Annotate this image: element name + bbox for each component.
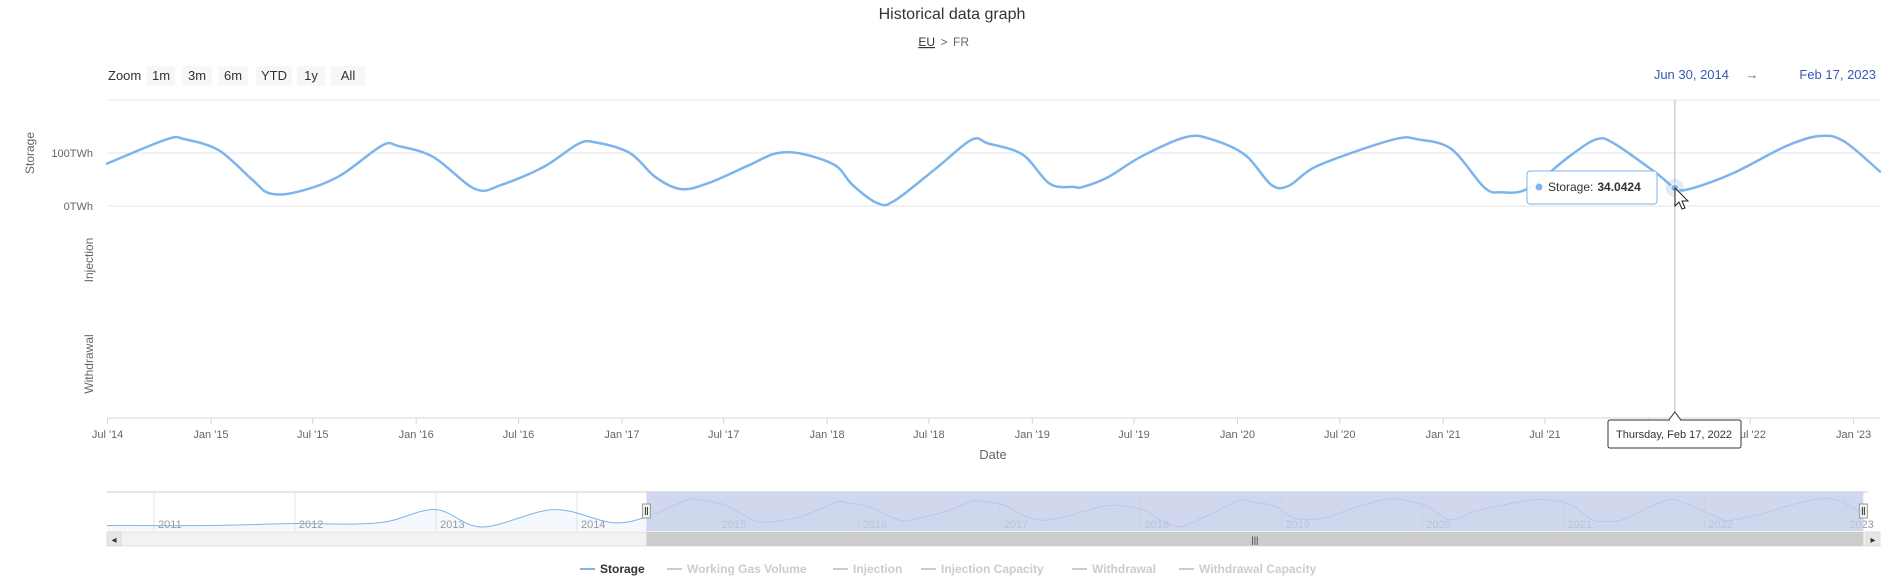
zoom-button-label: All — [341, 68, 356, 83]
navigator-handle-right[interactable] — [1858, 503, 1868, 519]
zoom-button-label: 6m — [224, 68, 242, 83]
legend-item-withdrawal-capacity[interactable]: Withdrawal Capacity — [1179, 562, 1317, 576]
scrollbar-right-button[interactable]: ▸ — [1865, 531, 1881, 547]
scrollbar-thumb[interactable] — [646, 532, 1864, 546]
x-tick-label: Jan '16 — [399, 429, 434, 441]
x-tick-label: Jan '15 — [193, 429, 228, 441]
navigator-year-label: 2013 — [440, 519, 464, 531]
x-tick-label: Jan '23 — [1836, 429, 1871, 441]
x-tick-label: Jul '15 — [297, 429, 328, 441]
x-tick-label: Jul '16 — [503, 429, 534, 441]
zoom-button-label: 1m — [152, 68, 170, 83]
crosshair-date-label: Thursday, Feb 17, 2022 — [1607, 411, 1742, 449]
scroll-left-arrow-icon: ◂ — [111, 535, 116, 546]
zoom-button-label: 3m — [188, 68, 206, 83]
breadcrumb-country: FR — [953, 35, 969, 49]
pane-labels: Storage Injection Withdrawal — [23, 132, 96, 394]
zoom-button-1y[interactable]: 1y — [297, 66, 325, 86]
scroll-right-arrow-icon: ▸ — [1870, 535, 1875, 546]
tooltip-box — [1526, 170, 1658, 205]
date-label-text: Thursday, Feb 17, 2022 — [1616, 429, 1732, 441]
navigator-year-label: 2012 — [299, 519, 323, 531]
zoom-button-label: 1y — [304, 68, 318, 83]
x-tick-label: Jul '18 — [913, 429, 944, 441]
x-tick-label: Jul '17 — [708, 429, 739, 441]
legend-label: Storage — [600, 562, 645, 576]
x-tick-label: Jul '19 — [1118, 429, 1149, 441]
x-tick-label: Jul '21 — [1529, 429, 1560, 441]
breadcrumb-separator: > — [940, 35, 947, 49]
zoom-button-all[interactable]: All — [331, 66, 365, 86]
zoom-button-6m[interactable]: 6m — [218, 66, 248, 86]
legend-label: Injection Capacity — [941, 562, 1044, 576]
zoom-button-1m[interactable]: 1m — [147, 66, 175, 86]
navigator-year-label: 2011 — [158, 519, 182, 531]
legend-item-storage[interactable]: Storage — [580, 562, 645, 576]
y-axis-ticks: 0TWh 100TWh — [51, 148, 93, 213]
x-tick-label: Jan '18 — [810, 429, 845, 441]
scrollbar-left-button[interactable]: ◂ — [106, 531, 122, 547]
pane-label-storage: Storage — [23, 132, 37, 174]
series-layer — [105, 134, 1882, 207]
x-tick-label: Jan '17 — [604, 429, 639, 441]
navigator-selection[interactable] — [646, 492, 1864, 531]
date-label-joint — [1669, 419, 1680, 422]
x-tick-label: Jan '19 — [1015, 429, 1050, 441]
zoom-label: Zoom — [108, 68, 141, 83]
legend-label: Working Gas Volume — [687, 562, 807, 576]
navigator-scrollbar[interactable]: ◂ ▸ ||| — [106, 531, 1881, 547]
legend-item-withdrawal[interactable]: Withdrawal — [1072, 562, 1156, 576]
grid-lines — [107, 99, 1880, 419]
date-label-pointer — [1667, 411, 1682, 421]
legend: Storage Working Gas Volume Injection Inject… — [580, 562, 1317, 576]
legend-item-injection-capacity[interactable]: Injection Capacity — [921, 562, 1044, 576]
x-tick-label: Jul '22 — [1734, 429, 1765, 441]
x-tick-label: Jul '20 — [1324, 429, 1355, 441]
legend-label: Withdrawal Capacity — [1199, 562, 1317, 576]
tooltip-series-dot — [1535, 183, 1543, 191]
mouse-cursor-icon — [1674, 186, 1690, 210]
navigator-year-label: 2014 — [581, 519, 605, 531]
pane-label-withdrawal: Withdrawal — [82, 334, 96, 393]
range-to[interactable]: Feb 17, 2023 — [1799, 67, 1876, 82]
tooltip-value: 34.0424 — [1597, 180, 1641, 194]
tooltip-separator: : — [1590, 180, 1593, 194]
breadcrumb-region-link[interactable]: EU — [918, 35, 935, 49]
tooltip: Storage: 34.0424 — [1526, 170, 1658, 205]
x-axis-ticks: Jul '14 Jan '15 Jul '15 Jan '16 Jul '16 Jan '… — [92, 418, 1871, 441]
tooltip-text: Storage: 34.0424 — [1548, 180, 1641, 194]
scrollbar-grip-icon: ||| — [1251, 535, 1258, 545]
x-tick-label: Jan '20 — [1220, 429, 1255, 441]
crosshair: Storage: 34.0424 Thursday, Feb 17, 2022 — [1526, 100, 1742, 449]
zoom-button-group: 1m 3m 6m YTD 1y All — [147, 66, 365, 86]
legend-label: Withdrawal — [1092, 562, 1156, 576]
range-from[interactable]: Jun 30, 2014 — [1654, 67, 1729, 82]
legend-label: Injection — [853, 562, 902, 576]
x-tick-label: Jan '21 — [1426, 429, 1461, 441]
zoom-button-label: YTD — [261, 68, 287, 83]
range-separator: → — [1746, 67, 1759, 82]
chart-title: Historical data graph — [879, 6, 1026, 23]
x-axis-title: Date — [979, 447, 1006, 462]
navigator[interactable]: 2011201220132014201520162017201820192020… — [106, 491, 1881, 547]
legend-item-working-gas-volume[interactable]: Working Gas Volume — [667, 562, 807, 576]
legend-item-injection[interactable]: Injection — [833, 562, 902, 576]
navigator-handle-left[interactable] — [641, 503, 651, 519]
y-tick-label: 100TWh — [51, 148, 93, 160]
series-line-storage[interactable] — [105, 134, 1882, 207]
tooltip-series-name: Storage — [1548, 180, 1590, 194]
pane-label-injection: Injection — [82, 238, 96, 283]
zoom-button-3m[interactable]: 3m — [182, 66, 212, 86]
y-tick-label: 0TWh — [64, 201, 93, 213]
x-tick-label: Jul '14 — [92, 429, 123, 441]
zoom-button-ytd[interactable]: YTD — [256, 66, 292, 86]
